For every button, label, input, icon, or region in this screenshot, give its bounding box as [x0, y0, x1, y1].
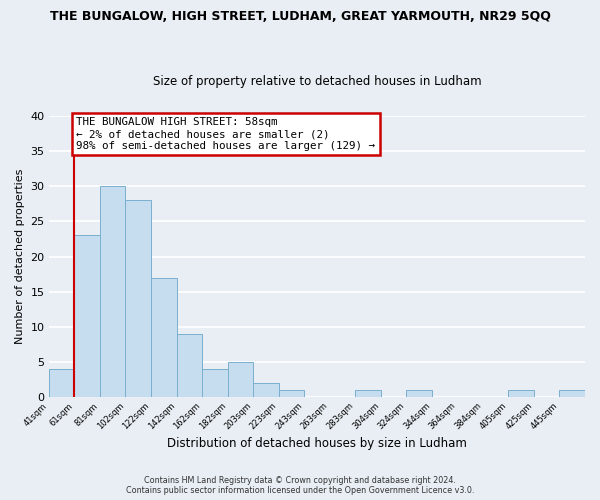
Bar	[508, 390, 534, 397]
Bar	[100, 186, 125, 397]
Bar	[406, 390, 432, 397]
Bar	[74, 236, 100, 397]
Bar	[227, 362, 253, 397]
X-axis label: Distribution of detached houses by size in Ludham: Distribution of detached houses by size …	[167, 437, 467, 450]
Title: Size of property relative to detached houses in Ludham: Size of property relative to detached ho…	[152, 76, 481, 88]
Bar	[355, 390, 381, 397]
Bar	[559, 390, 585, 397]
Text: THE BUNGALOW HIGH STREET: 58sqm
← 2% of detached houses are smaller (2)
98% of s: THE BUNGALOW HIGH STREET: 58sqm ← 2% of …	[76, 118, 376, 150]
Bar	[253, 383, 278, 397]
Bar	[49, 369, 74, 397]
Bar	[125, 200, 151, 397]
Bar	[202, 369, 227, 397]
Bar	[151, 278, 176, 397]
Y-axis label: Number of detached properties: Number of detached properties	[15, 169, 25, 344]
Text: THE BUNGALOW, HIGH STREET, LUDHAM, GREAT YARMOUTH, NR29 5QQ: THE BUNGALOW, HIGH STREET, LUDHAM, GREAT…	[50, 10, 550, 23]
Bar	[278, 390, 304, 397]
Bar	[176, 334, 202, 397]
Text: Contains HM Land Registry data © Crown copyright and database right 2024.
Contai: Contains HM Land Registry data © Crown c…	[126, 476, 474, 495]
